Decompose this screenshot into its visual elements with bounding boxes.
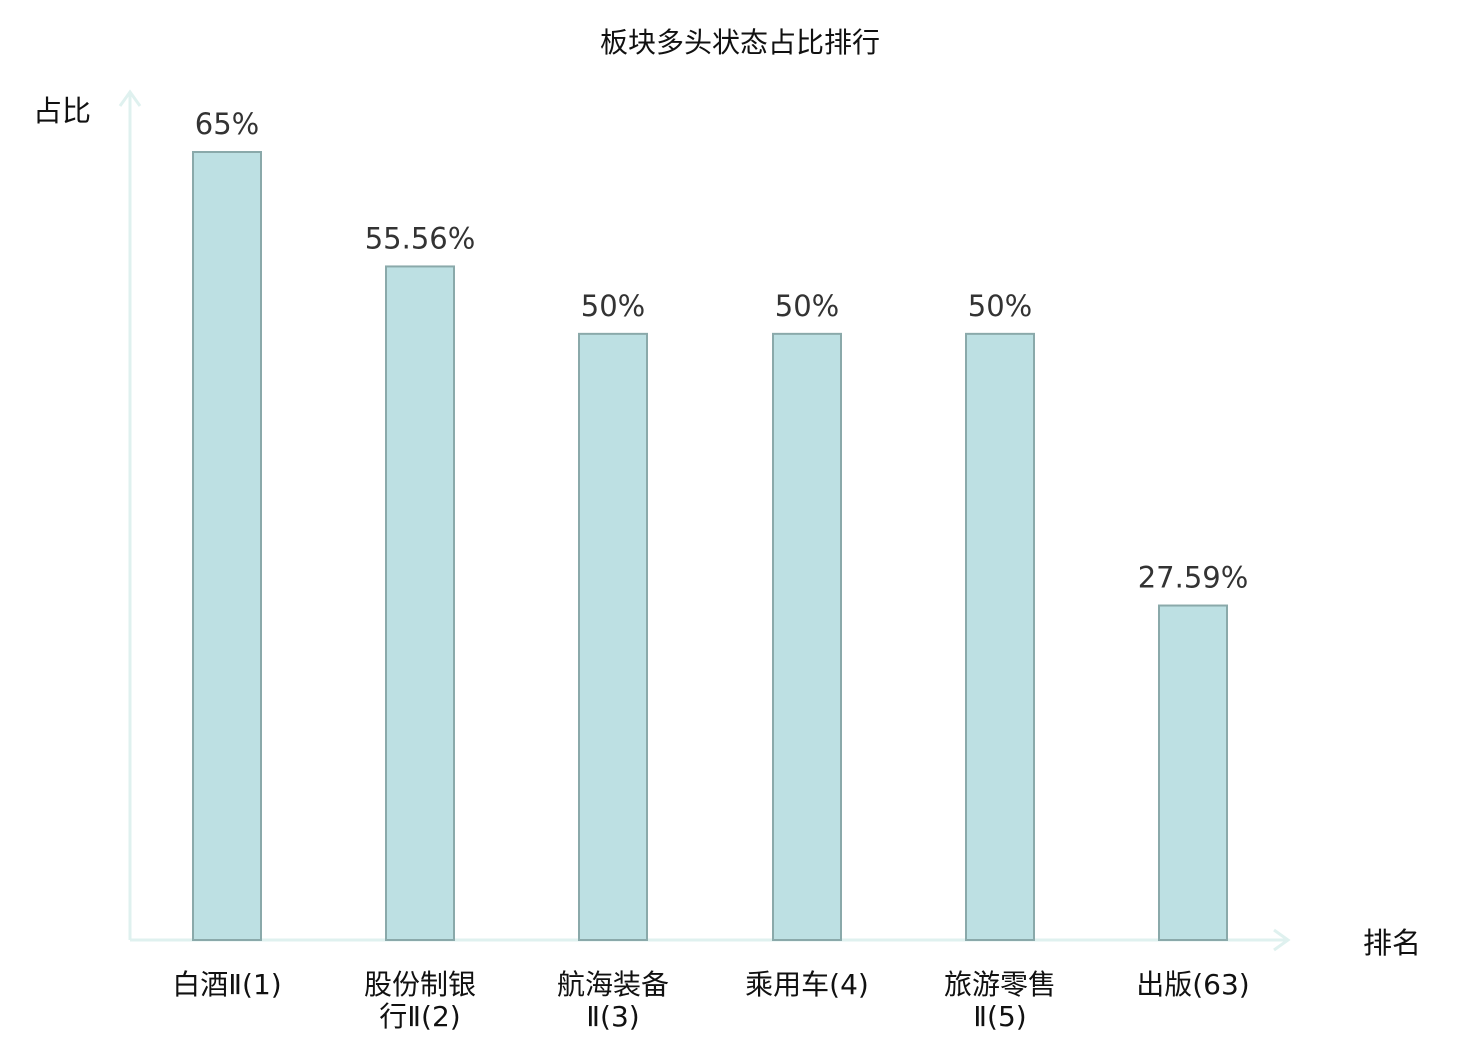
bar-2	[385, 265, 455, 941]
x-tick-label-line: 出版(63)	[1136, 968, 1249, 1001]
bar-5	[965, 332, 1035, 942]
x-tick-label-6: 出版(63)	[1136, 968, 1249, 1001]
x-axis-title: 排名	[1363, 926, 1421, 960]
value-label-2: 55.56%	[365, 221, 476, 255]
bar-4	[772, 332, 842, 942]
x-tick-label-line: 航海装备	[557, 968, 669, 1001]
value-label-6: 27.59%	[1138, 561, 1249, 595]
value-label-5: 50%	[968, 289, 1032, 323]
x-tick-label-5: 旅游零售 Ⅱ(5)	[944, 968, 1056, 1033]
x-tick-label-line: 行Ⅱ(2)	[379, 1000, 460, 1033]
bar-6	[1158, 604, 1228, 941]
axes	[118, 89, 1291, 952]
x-tick-label-line: 乘用车(4)	[745, 968, 869, 1001]
x-tick-label-line: 股份制银	[364, 968, 476, 1001]
value-label-4: 50%	[775, 289, 839, 323]
x-tick-label-3: 航海装备 Ⅱ(3)	[557, 968, 669, 1033]
value-label-3: 50%	[581, 289, 645, 323]
x-tick-label-line: 白酒Ⅱ(1)	[172, 968, 281, 1001]
x-tick-label-line: Ⅱ(5)	[973, 1000, 1026, 1033]
x-tick-labels: 白酒Ⅱ(1) 股份制银行Ⅱ(2) 航海装备 Ⅱ(3) 乘用车(4) 旅游零售 Ⅱ(5) 出版(…	[172, 968, 1249, 1033]
value-label-1: 65%	[195, 107, 259, 141]
x-tick-label-line: 旅游零售	[944, 968, 1056, 1001]
bar-1	[192, 151, 262, 941]
x-tick-label-1: 白酒Ⅱ(1)	[172, 968, 281, 1001]
x-tick-label-4: 乘用车(4)	[745, 968, 869, 1001]
chart-title: 板块多头状态占比排行	[600, 26, 880, 59]
x-axis-arrow	[1273, 928, 1291, 952]
bars	[192, 151, 1228, 942]
x-tick-label-line: Ⅱ(3)	[586, 1000, 639, 1033]
x-tick-label-2: 股份制银行Ⅱ(2)	[364, 968, 476, 1033]
y-axis-title: 占比	[33, 94, 91, 128]
y-axis-arrow	[118, 89, 142, 107]
bar-3	[578, 332, 648, 942]
value-labels: 65% 55.56% 50% 50% 50% 27.59%	[195, 107, 1249, 595]
